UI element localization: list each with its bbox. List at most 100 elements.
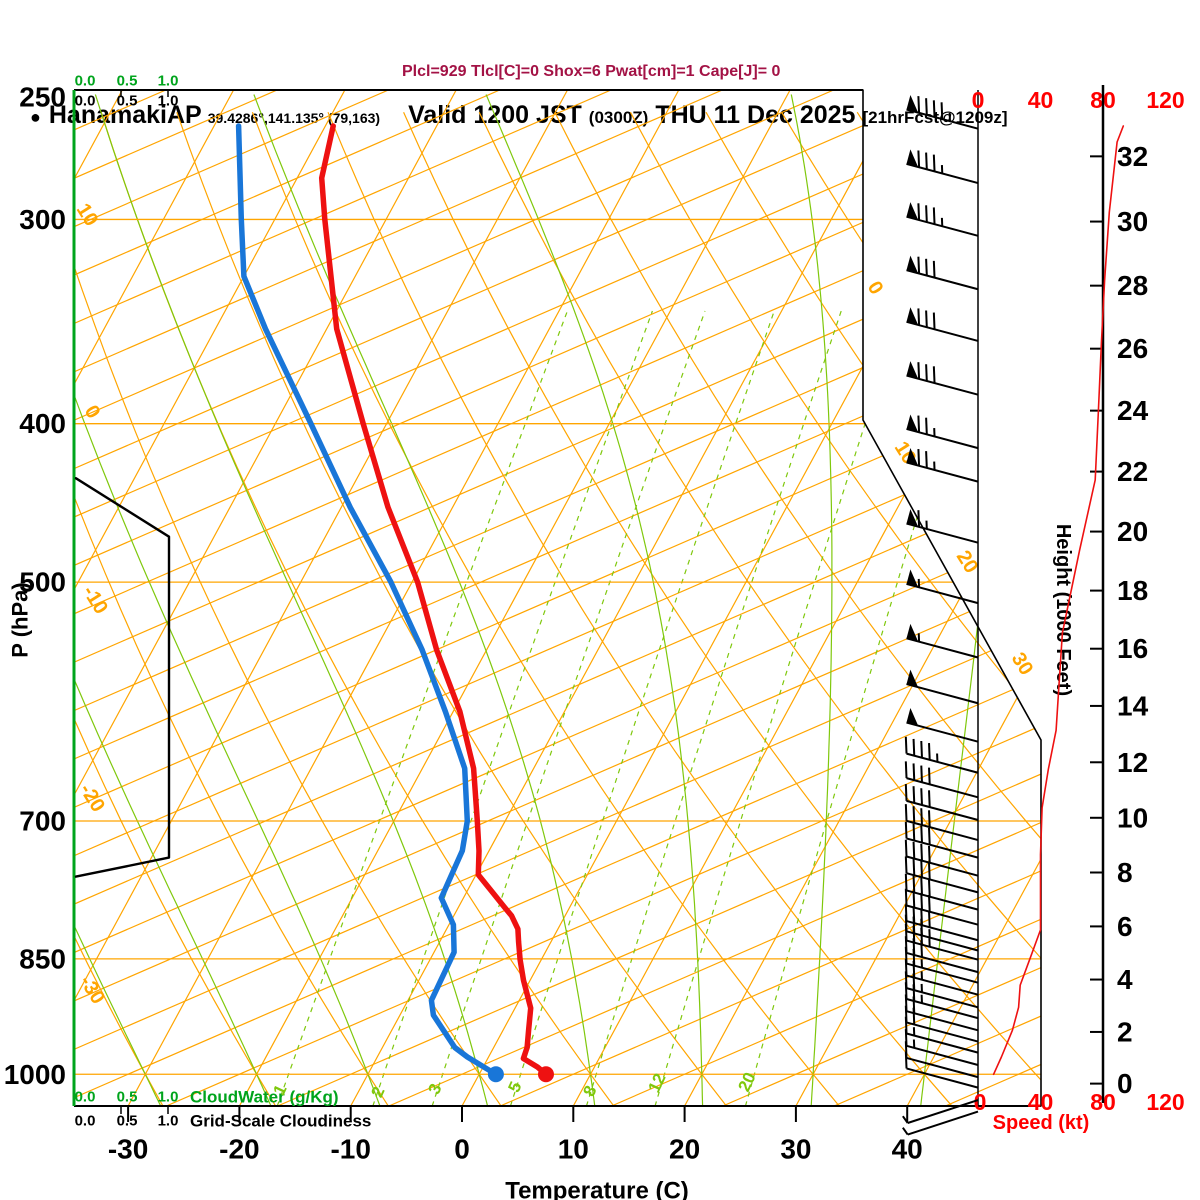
dry-adiabat-line (554, 111, 1041, 1106)
mixing-ratio-line (276, 310, 568, 1106)
wind-barb-line (928, 894, 931, 912)
wind-barb-line (906, 855, 979, 877)
wind-barb (906, 708, 979, 743)
lattice-line (74, 90, 723, 1106)
wind-barb-line (928, 790, 931, 808)
wind-barb-line (925, 451, 928, 468)
wind-barb-line (906, 872, 979, 894)
wind-barb (904, 888, 979, 926)
wind-barb (906, 255, 979, 291)
wind-barb-pennant (906, 149, 919, 167)
wind-barb-line (925, 417, 928, 435)
temperature-tick-label: 20 (669, 1134, 700, 1165)
wind-barb-line (904, 873, 908, 891)
lattice-line (74, 90, 1041, 1106)
wind-barb-line (928, 743, 931, 760)
wind-barb-line (917, 150, 921, 168)
wind-barb (904, 856, 979, 894)
wind-barb-pennant (906, 708, 919, 726)
height-tick-label: 22 (1117, 456, 1148, 487)
wind-barb-line (917, 510, 921, 527)
cloud-water-legend: CloudWater (g/Kg) (190, 1088, 339, 1107)
wind-barb-line (917, 256, 921, 274)
wind-barb-line (940, 102, 944, 120)
lattice-line (74, 90, 1041, 1106)
wind-barb-line (906, 974, 979, 996)
background-grid (74, 90, 1200, 1106)
temperature-tick-label: -30 (108, 1134, 148, 1165)
moist-adiabat-line (253, 94, 596, 1106)
wind-barb-line (912, 738, 916, 756)
station-bullet-icon: ● (30, 107, 41, 127)
wind-barb-line (906, 904, 979, 926)
dry-adiabat-line (856, 111, 1041, 1106)
dry-adiabat-line (74, 112, 277, 1106)
dry-adiabat-line (74, 112, 164, 1106)
cloudiness-scale-label-top: 0.5 (117, 93, 138, 110)
wind-barb-pennant (906, 414, 919, 433)
speed-axis-title: Speed (kt) (993, 1112, 1090, 1134)
cloudwater-scale-label-top: 1.0 (158, 73, 179, 90)
lattice-line (277, 90, 1041, 1106)
dry-adiabat-line (403, 111, 1041, 1106)
stability-parameters: Plcl=929 Tlcl[C]=0 Shox=6 Pwat[cm]=1 Cap… (402, 63, 781, 80)
cloudiness-scale-label-top: 1.0 (158, 93, 179, 110)
isotherm-label: 30 (1007, 649, 1037, 680)
pressure-tick-label: 850 (19, 943, 66, 974)
height-tick-label: 16 (1117, 633, 1148, 664)
wind-barb (904, 784, 979, 821)
isotherm-line (350, 90, 902, 1106)
height-tick-label: 20 (1117, 516, 1148, 547)
wind-barb-line (912, 890, 916, 908)
wind-barb-line (928, 767, 931, 785)
lattice-line (74, 90, 1041, 1106)
cloudiness-scale-label-bottom: 0.5 (117, 1113, 138, 1130)
wind-barb-line (906, 1032, 979, 1054)
wind-barb (906, 569, 979, 605)
dry-adiabat-line (74, 112, 502, 1106)
wind-barb (904, 873, 979, 911)
wind-barb (904, 821, 979, 859)
dry-adiabat-line (478, 111, 1041, 1106)
cloudwater-scale-label-top: 0.5 (117, 73, 138, 90)
wind-barb-line (925, 205, 928, 223)
lattice-line (74, 90, 1041, 1106)
wind-barb-line (925, 98, 928, 116)
wind-barb-line (904, 804, 908, 821)
lattice-line (388, 90, 1041, 1106)
wind-barb-line (906, 1021, 979, 1043)
mixing-ratio-line (585, 310, 842, 1106)
lattice-line (74, 90, 1041, 1106)
height-tick-label: 28 (1117, 270, 1148, 301)
wind-barb-line (920, 940, 923, 958)
cloudwater-scale-label-top: 0.0 (75, 73, 96, 90)
lattice-line (74, 90, 1041, 1106)
wind-barb-line (912, 1007, 916, 1025)
mixing-ratio-label: 8 (579, 1083, 600, 1100)
wind-barb (906, 307, 979, 342)
temperature-tick-label: -10 (330, 1134, 370, 1165)
wind-barb-line (906, 522, 979, 544)
valid-time-utc: (0300Z) (588, 108, 649, 127)
wind-barb (902, 1099, 979, 1124)
pressure-tick-label: 1000 (4, 1059, 66, 1090)
wind-barb-line (932, 260, 936, 278)
dry-adiabat-line (251, 111, 840, 1106)
wind-barb-line (904, 821, 908, 839)
moist-adiabat-line (74, 94, 162, 1106)
wind-barb-line (920, 808, 923, 826)
wind-barb (906, 623, 979, 659)
dry-adiabat-line (1084, 112, 1200, 1106)
wind-barb-pennant (906, 255, 919, 274)
height-tick-label: 10 (1117, 802, 1148, 833)
wind-barb (906, 95, 979, 130)
wind-barb-line (906, 683, 979, 705)
wind-barb-line (932, 207, 936, 225)
wind-barb-line (920, 843, 923, 861)
wind-barb-pennant (906, 623, 919, 642)
wind-barb-line (906, 752, 979, 774)
isotherm-line (74, 90, 235, 1106)
height-tick-label: 30 (1117, 206, 1148, 237)
isotherm-line (74, 90, 569, 1106)
